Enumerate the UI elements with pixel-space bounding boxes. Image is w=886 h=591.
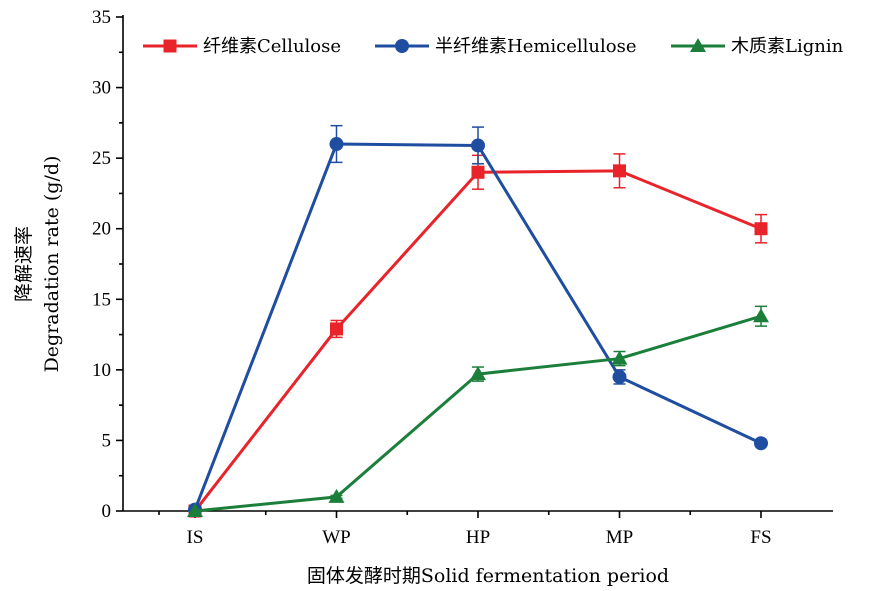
y-tick-label: 0 — [102, 501, 112, 522]
y-tick-label: 30 — [92, 78, 111, 99]
y-axis-title-en: Degradation rate (g/d) — [41, 156, 63, 373]
data-point — [611, 350, 628, 365]
series-line — [194, 314, 762, 513]
legend-label: 木质素Lignin — [731, 36, 844, 57]
legend-item: 纤维素Cellulose — [143, 36, 341, 57]
series-line — [193, 142, 762, 511]
y-tick-label: 15 — [92, 289, 111, 310]
legend-label: 半纤维素Hemicellulose — [435, 36, 637, 57]
data-point — [471, 165, 485, 179]
legend: 纤维素Cellulose 半纤维素Hemicellulose 木质素Lignin — [143, 36, 844, 57]
y-tick-label: 20 — [92, 219, 111, 240]
data-point — [471, 138, 485, 153]
y-tick-label: 35 — [92, 7, 111, 28]
legend-item: 木质素Lignin — [671, 36, 844, 57]
data-point — [754, 436, 768, 451]
legend-item: 半纤维素Hemicellulose — [375, 36, 637, 57]
y-tick-label: 25 — [92, 148, 111, 169]
x-tick-label: FS — [750, 527, 771, 548]
data-point — [330, 322, 343, 336]
data-point — [187, 503, 203, 517]
x-tick-label: WP — [322, 527, 351, 548]
series-layer — [187, 124, 769, 518]
data-point — [613, 164, 626, 178]
series-square — [188, 153, 768, 518]
data-point — [329, 137, 344, 152]
data-point — [328, 488, 345, 503]
series-triangle — [187, 305, 769, 517]
data-point — [470, 366, 486, 381]
data-point — [754, 222, 768, 236]
x-tick-label: IS — [187, 527, 204, 548]
x-tick-label: MP — [606, 527, 633, 548]
y-axis-title-cn: 降解速率 — [13, 226, 35, 302]
legend-marker — [395, 39, 409, 53]
x-axis-title: 固体发酵时期Solid fermentation period — [307, 565, 669, 587]
axes: 0 5 10 15 20 25 30 35 IS WP HP MP FS — [92, 7, 833, 548]
legend-marker — [690, 38, 706, 52]
legend-label: 纤维素Cellulose — [203, 36, 341, 57]
legend-marker — [163, 39, 177, 53]
x-tick-label: HP — [466, 527, 490, 548]
data-point — [612, 369, 627, 384]
y-tick-label: 5 — [102, 430, 112, 451]
y-tick-label: 10 — [92, 360, 111, 381]
data-point — [753, 308, 769, 323]
